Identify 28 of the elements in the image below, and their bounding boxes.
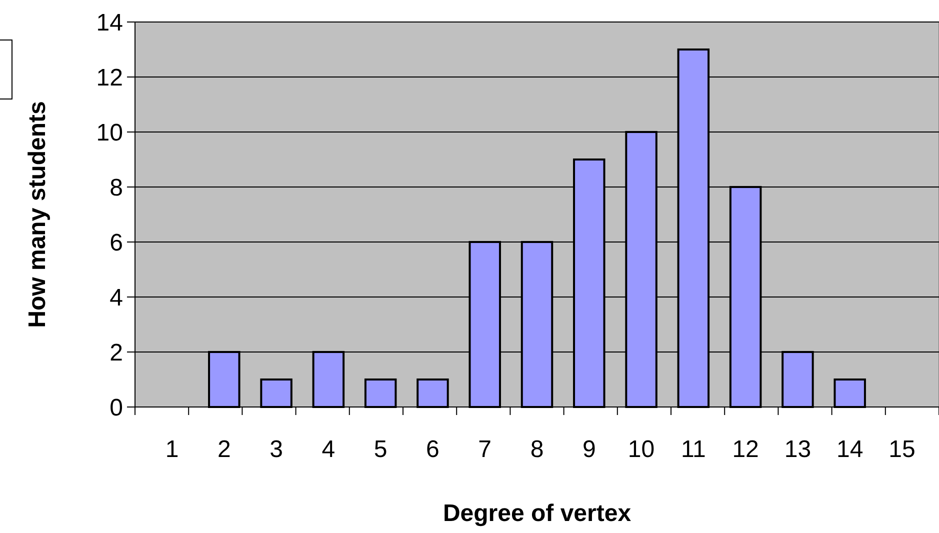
x-tick-label: 12 [732, 436, 759, 463]
x-tick-label: 9 [582, 436, 596, 463]
x-tick-label: 3 [270, 436, 283, 463]
bar [364, 378, 397, 408]
bar [416, 378, 449, 408]
x-tick-label: 4 [322, 436, 336, 463]
x-tick-label: 7 [478, 436, 492, 463]
y-tick-label: 8 [110, 174, 123, 202]
y-tick-label: 6 [110, 229, 123, 256]
x-tick-label: 5 [374, 436, 388, 463]
x-tick-label: 10 [628, 436, 655, 463]
x-tick-label: 11 [680, 436, 706, 463]
x-tick-label: 8 [530, 436, 544, 463]
y-tick-label: 12 [96, 64, 123, 92]
y-tick-label: 4 [110, 284, 123, 312]
y-axis-title: How many students [24, 101, 51, 328]
x-tick-label: 13 [784, 436, 812, 463]
y-tick-label: 0 [110, 394, 123, 422]
x-tick-label: 15 [888, 436, 916, 463]
y-tick-label: 2 [110, 339, 123, 366]
x-tick-label: 2 [217, 436, 231, 463]
x-tick-label: 1 [165, 436, 179, 463]
y-tick-label: 10 [96, 119, 123, 146]
x-axis-title: Degree of vertex [442, 500, 632, 527]
x-tick-label: 14 [836, 436, 864, 463]
y-tick-label: 14 [96, 9, 123, 36]
x-tick-label: 6 [426, 436, 440, 463]
bar [260, 378, 292, 408]
